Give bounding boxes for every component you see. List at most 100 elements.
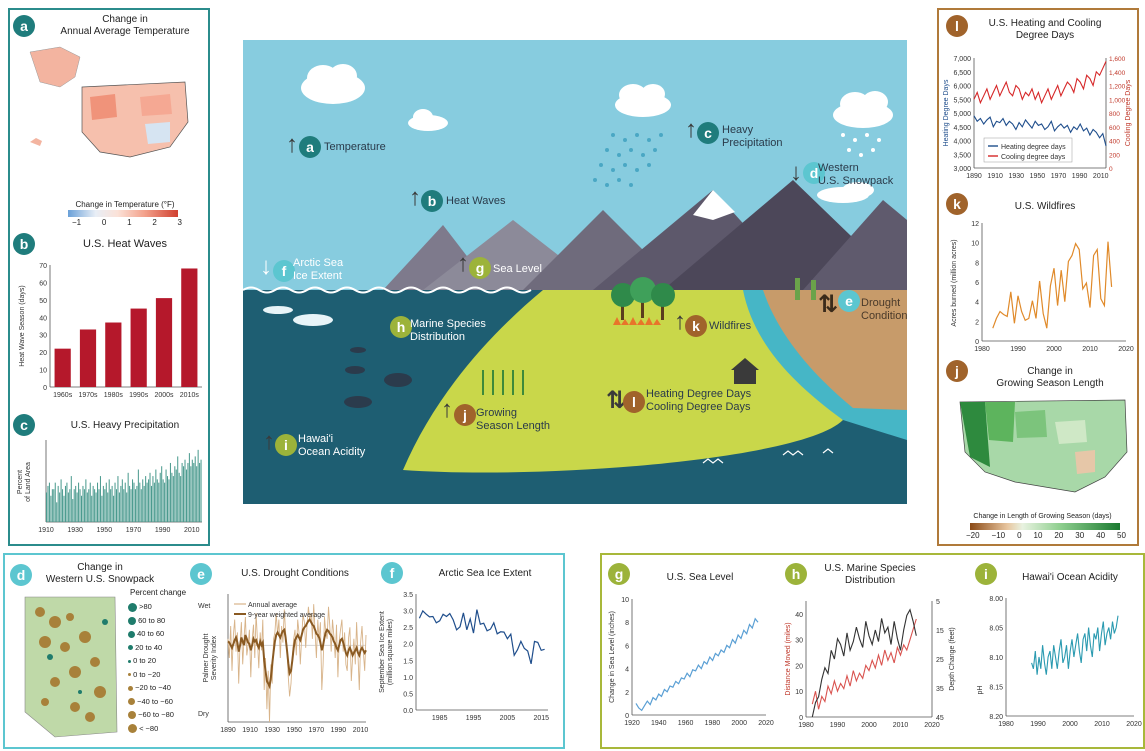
label-sea-level: Sea Level — [493, 263, 542, 275]
bar — [169, 462, 171, 522]
y-tick-label-right: 1,200 — [1109, 84, 1126, 91]
bar — [161, 466, 163, 522]
bar — [79, 489, 81, 522]
bar — [171, 472, 173, 522]
bar — [181, 462, 183, 522]
bar — [177, 456, 179, 522]
panel-a-legend-bar — [68, 210, 178, 217]
bar — [155, 469, 157, 522]
panel-j-title: Change in Growing Season Length — [996, 366, 1104, 389]
badge-g-small: g — [608, 563, 630, 585]
bar — [53, 489, 55, 522]
bar — [110, 489, 112, 522]
badge-b-small: b — [13, 233, 35, 255]
arrow-down-icon: ↓ — [260, 253, 272, 280]
line-annual — [227, 604, 367, 723]
panel-d-legend-title: Percent change — [130, 588, 187, 597]
x-tick-label: 2000 — [861, 722, 877, 729]
x-tick-label: 2010 — [353, 727, 369, 734]
y-axis-label: pH — [977, 686, 984, 695]
arrow-up-icon: ↑ — [685, 116, 697, 143]
arrow-up-icon: ↑ — [263, 428, 275, 455]
line-sea-ice — [418, 609, 545, 665]
y-tick-label-right: 1,600 — [1109, 56, 1126, 63]
y-axis-label-left: Distance Moved (miles) — [785, 622, 792, 695]
y-tick-label: 3,000 — [953, 166, 971, 173]
label-western-snowpack: Western U.S. Snowpack — [818, 162, 894, 187]
panel-a-legend-title: Change in Temperature (°F) — [75, 200, 175, 209]
legend-item: 0 to 20 — [128, 654, 174, 668]
bar — [134, 489, 136, 522]
cloud — [408, 109, 448, 131]
label-temperature: Temperature — [324, 141, 386, 153]
bar — [86, 492, 88, 522]
bar — [167, 476, 169, 522]
badge-h-small: h — [785, 563, 807, 585]
bar — [118, 492, 120, 522]
bar — [188, 453, 190, 522]
bar — [97, 482, 99, 522]
y-tick-label: 3,500 — [953, 152, 971, 159]
legend-tick: 50 — [1117, 531, 1126, 540]
label-heat-waves: Heat Waves — [446, 195, 506, 207]
bar — [85, 479, 87, 522]
bar — [190, 466, 192, 522]
x-tick-label: 2010 — [1093, 173, 1109, 180]
line-weighted — [227, 617, 367, 690]
bar — [83, 489, 85, 522]
bar — [89, 482, 91, 522]
bar — [66, 482, 68, 522]
bar — [94, 489, 96, 522]
bar — [105, 482, 107, 522]
legend-tick: 0 — [1017, 531, 1022, 540]
bar — [62, 489, 64, 522]
y-tick-label: 50 — [39, 298, 47, 305]
bar — [48, 482, 50, 522]
bar — [121, 479, 123, 522]
badge-b: b — [421, 190, 443, 212]
bar — [153, 482, 155, 522]
bar — [129, 485, 131, 522]
trees — [611, 277, 675, 325]
badge-l: l — [623, 391, 645, 413]
y-tick-label: 3.5 — [403, 592, 413, 599]
arrow-up-icon: ↑ — [286, 131, 298, 158]
y-tick-label: 0.0 — [403, 708, 413, 715]
x-tick-label: 2020 — [1118, 346, 1134, 353]
legend-tick: 1 — [127, 218, 132, 227]
bar — [108, 479, 110, 522]
x-tick-label: 1985 — [432, 715, 448, 722]
bottom-right-frame — [600, 553, 1145, 749]
legend-item: −40 to −60 — [128, 695, 174, 709]
panel-d-title: Change in Western U.S. Snowpack — [45, 562, 155, 585]
x-tick-label: 2010 — [1094, 721, 1110, 728]
x-tick-label: 1910 — [38, 527, 54, 534]
x-tick-label: 1960s — [53, 392, 73, 399]
y-tick-label: 8.00 — [989, 596, 1003, 603]
bar — [78, 482, 80, 522]
legend-label: Heating degree days — [1001, 144, 1066, 151]
bar — [183, 466, 185, 522]
x-tick-label: 2000 — [1062, 721, 1078, 728]
y-tick-label: 4,000 — [953, 139, 971, 146]
badge-c-small: c — [13, 414, 35, 436]
y-tick-label: 20 — [39, 350, 47, 357]
panel-f-title: Arctic Sea Ice Extent — [438, 568, 532, 579]
dry-label: Dry — [198, 711, 209, 718]
chart-drought: 1890 1910 1930 1950 1970 1990 2010 Palmer Droug… — [198, 594, 369, 734]
panel-a-title: Change in Annual Average Temperature — [60, 14, 190, 37]
x-tick-label: 1980 — [705, 720, 721, 727]
bar — [199, 462, 201, 522]
bar — [156, 479, 158, 522]
legend-label: 9-year weighted average — [248, 612, 325, 619]
bar — [187, 462, 189, 522]
bar — [72, 499, 74, 522]
y-tick-label: 4 — [625, 667, 629, 674]
bar — [139, 482, 141, 522]
y-tick-label: 0 — [975, 339, 979, 346]
x-tick-label: 1970 — [309, 727, 325, 734]
legend-tick: 20 — [1054, 531, 1064, 540]
panel-c-title: U.S. Heavy Precipitation — [70, 420, 180, 431]
desert — [753, 290, 907, 410]
panel-j-map — [959, 399, 1128, 493]
